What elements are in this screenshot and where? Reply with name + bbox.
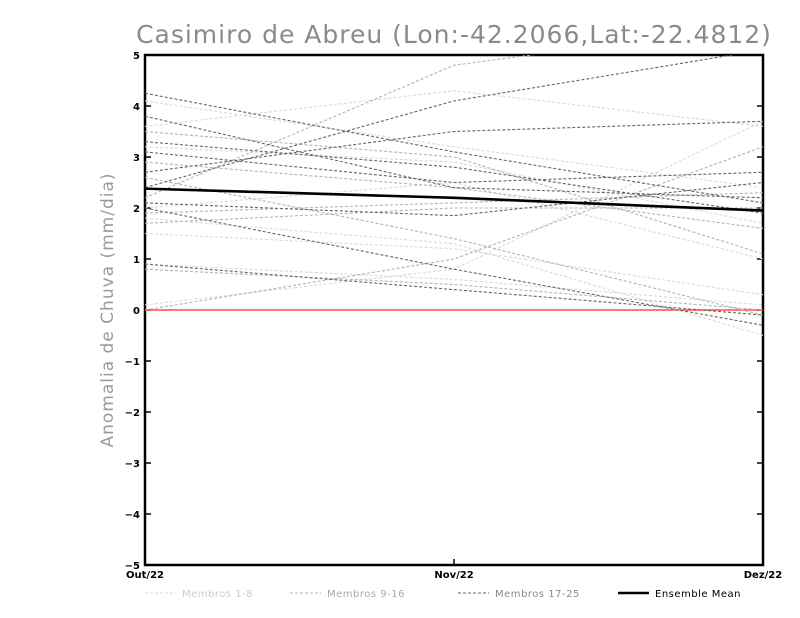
series-line-member-19 [145,141,763,214]
series-line-member-1 [145,90,763,127]
series-line-member-7 [145,263,763,306]
y-axis-label: Anomalia de Chuva (mm/dia) [98,172,118,447]
y-tick-label: 0 [133,306,140,317]
y-tick-label: 5 [133,51,140,62]
x-tick-label: Nov/22 [434,570,473,581]
series-line-member-2 [145,232,763,296]
legend-label: Membros 9-16 [327,589,405,600]
series-line-ensemble-mean [145,187,763,212]
y-tick-label: −5 [125,561,140,572]
series-line-member-4 [145,217,763,337]
chart-title: Casimiro de Abreu (Lon:-42.2066,Lat:-22.… [136,20,772,49]
series-line-member-17 [145,92,763,204]
series-line-member-22 [145,181,763,217]
legend-label: Ensemble Mean [655,589,741,600]
series-line-member-15 [145,176,763,316]
series-line-member-10 [145,192,763,214]
x-tick-label: Out/22 [126,570,164,581]
legend-label: Membros 1-8 [182,589,253,600]
series-line-member-8 [145,100,763,189]
y-tick-label: −1 [125,357,140,368]
y-tick-label: −2 [125,408,140,419]
series-layer [145,55,763,337]
series-line-member-14 [145,130,763,255]
y-tick-label: −4 [125,510,140,521]
y-tick-label: 1 [133,255,140,266]
axis-ticks: −5 −4 −3 −2 −1 0 1 2 3 4 5 Out/22 Nov/22 Dez/22 [125,51,783,581]
series-line-member-20 [145,151,763,184]
series-line-member-23 [145,207,763,326]
x-tick-label: Dez/22 [744,570,783,581]
y-tick-label: 3 [133,153,140,164]
y-tick-label: 4 [133,102,140,113]
series-line-member-21 [145,120,763,173]
series-line-member-13 [145,207,763,224]
series-line-member-24 [145,263,763,316]
series-line-member-5 [145,181,763,260]
series-line-member-25 [145,55,736,189]
legend: Membros 1-8 Membros 9-16 Membros 17-25 Ense… [145,589,741,600]
series-line-member-9 [145,55,536,199]
series-line-member-16 [145,268,763,311]
y-tick-label: 2 [133,204,140,215]
legend-label: Membros 17-25 [495,589,580,600]
series-line-member-11 [145,146,763,311]
series-line-member-18 [145,115,763,199]
y-tick-label: −3 [125,459,140,470]
